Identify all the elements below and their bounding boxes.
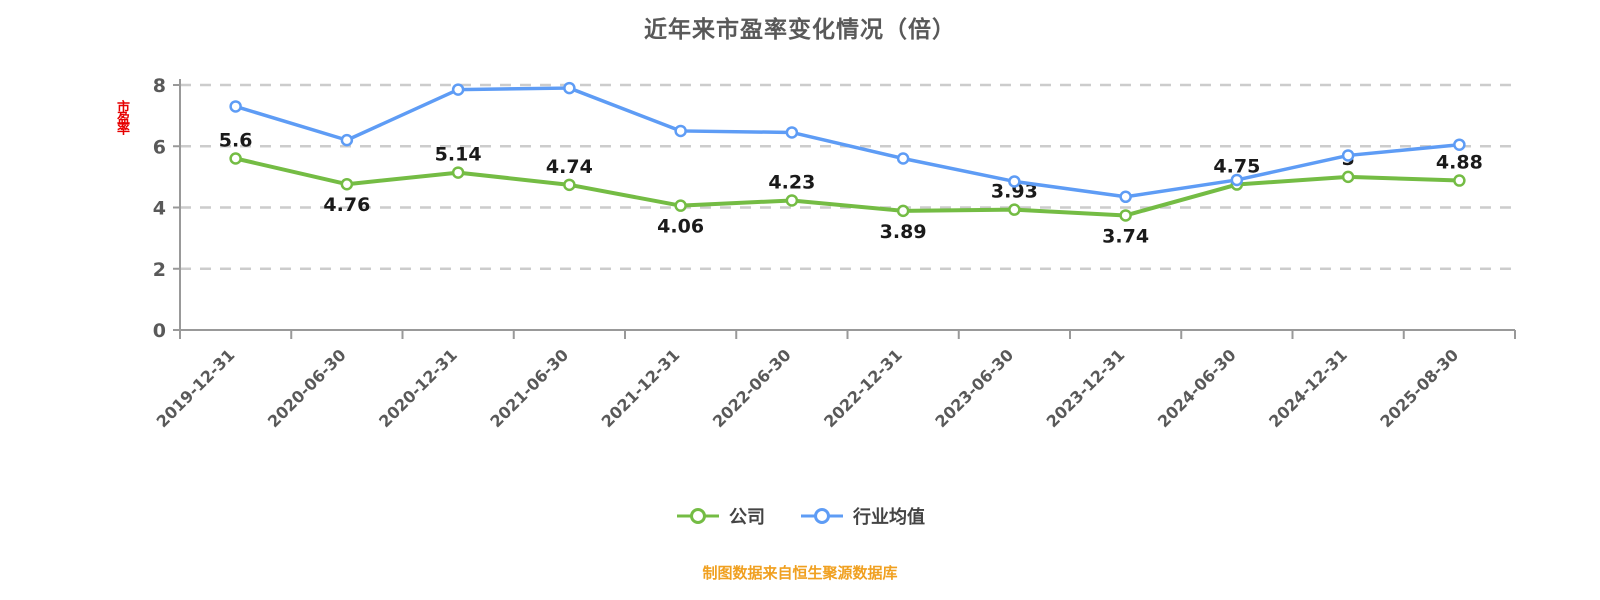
data-label: 3.89 xyxy=(880,221,927,243)
legend-label-industry-average: 行业均值 xyxy=(853,507,925,528)
data-point-公司[interactable] xyxy=(896,204,910,218)
series-line-公司 xyxy=(233,156,1462,218)
data-point-公司[interactable] xyxy=(229,152,242,165)
x-axis-label: 2024-12-31 xyxy=(1265,345,1351,431)
data-label: 4.76 xyxy=(323,194,370,216)
data-label: 4.23 xyxy=(768,171,815,193)
legend-line-marker-icon xyxy=(801,508,843,524)
data-label: 5.6 xyxy=(219,130,253,152)
data-point-行业均值[interactable] xyxy=(1341,149,1355,162)
data-point-公司[interactable] xyxy=(674,199,687,212)
data-point-公司[interactable] xyxy=(1008,203,1021,216)
data-point-公司[interactable] xyxy=(451,166,465,179)
data-point-行业均值[interactable] xyxy=(1453,138,1466,151)
x-axis-label: 2022-12-31 xyxy=(820,345,906,431)
y-axis-label: 市盈率 xyxy=(114,100,129,133)
data-point-行业均值[interactable] xyxy=(896,152,910,165)
data-point-公司[interactable] xyxy=(785,194,799,207)
data-point-公司[interactable] xyxy=(340,177,354,191)
data-point-公司[interactable] xyxy=(563,178,576,192)
data-point-行业均值[interactable] xyxy=(1230,173,1244,187)
x-axis-label: 2023-12-31 xyxy=(1043,345,1129,431)
x-axis-label: 2025-08-30 xyxy=(1376,345,1462,431)
x-axis-label: 2022-06-30 xyxy=(709,345,795,431)
y-tick-label: 6 xyxy=(153,136,166,158)
data-label: 3.93 xyxy=(991,181,1038,203)
chart-legend: 公司 行业均值 xyxy=(0,503,1600,529)
series-line-行业均值 xyxy=(233,86,1462,199)
data-point-公司[interactable] xyxy=(1341,170,1355,184)
data-label: 4.06 xyxy=(657,216,704,238)
data-point-公司[interactable] xyxy=(1119,209,1132,222)
x-axis-label: 2024-06-30 xyxy=(1154,345,1240,431)
legend-item[interactable]: 公司 xyxy=(675,503,765,529)
data-point-行业均值[interactable] xyxy=(1119,190,1132,204)
y-tick-label: 8 xyxy=(153,75,166,97)
data-label: 5.14 xyxy=(435,144,482,166)
data-point-行业均值[interactable] xyxy=(1008,175,1021,188)
legend-item[interactable]: 行业均值 xyxy=(799,503,925,529)
data-point-行业均值[interactable] xyxy=(674,124,687,138)
chart-title: 近年来市盈率变化情况（倍） xyxy=(644,17,956,43)
x-axis-label: 2020-12-31 xyxy=(375,345,461,431)
legend-line-marker-icon xyxy=(677,508,719,524)
data-label: 4.74 xyxy=(546,156,593,178)
data-label: 4.88 xyxy=(1436,152,1483,174)
data-point-公司[interactable] xyxy=(1453,174,1466,187)
y-tick-label: 2 xyxy=(153,259,166,281)
x-axis-label: 2023-06-30 xyxy=(931,345,1017,431)
data-point-行业均值[interactable] xyxy=(340,133,354,147)
data-point-行业均值[interactable] xyxy=(229,100,242,113)
legend-label-company: 公司 xyxy=(729,507,765,528)
data-source-note: 制图数据来自恒生聚源数据库 xyxy=(702,564,898,582)
x-axis-label: 2020-06-30 xyxy=(264,345,350,431)
x-axis-label: 2021-06-30 xyxy=(486,345,572,431)
data-point-行业均值[interactable] xyxy=(563,81,576,95)
data-point-行业均值[interactable] xyxy=(451,83,465,96)
x-axis-label: 2019-12-31 xyxy=(153,345,239,431)
y-tick-label: 0 xyxy=(153,320,166,342)
data-point-行业均值[interactable] xyxy=(785,126,799,139)
x-axis-label: 2021-12-31 xyxy=(598,345,684,431)
data-label: 3.74 xyxy=(1102,225,1149,247)
data-label: 4.75 xyxy=(1213,156,1260,178)
y-tick-label: 4 xyxy=(153,198,166,220)
line-chart-plot: 0 2 4 6 8 2019-12-31 2020-06-30 2020-12-31 2021-… xyxy=(153,75,1516,431)
